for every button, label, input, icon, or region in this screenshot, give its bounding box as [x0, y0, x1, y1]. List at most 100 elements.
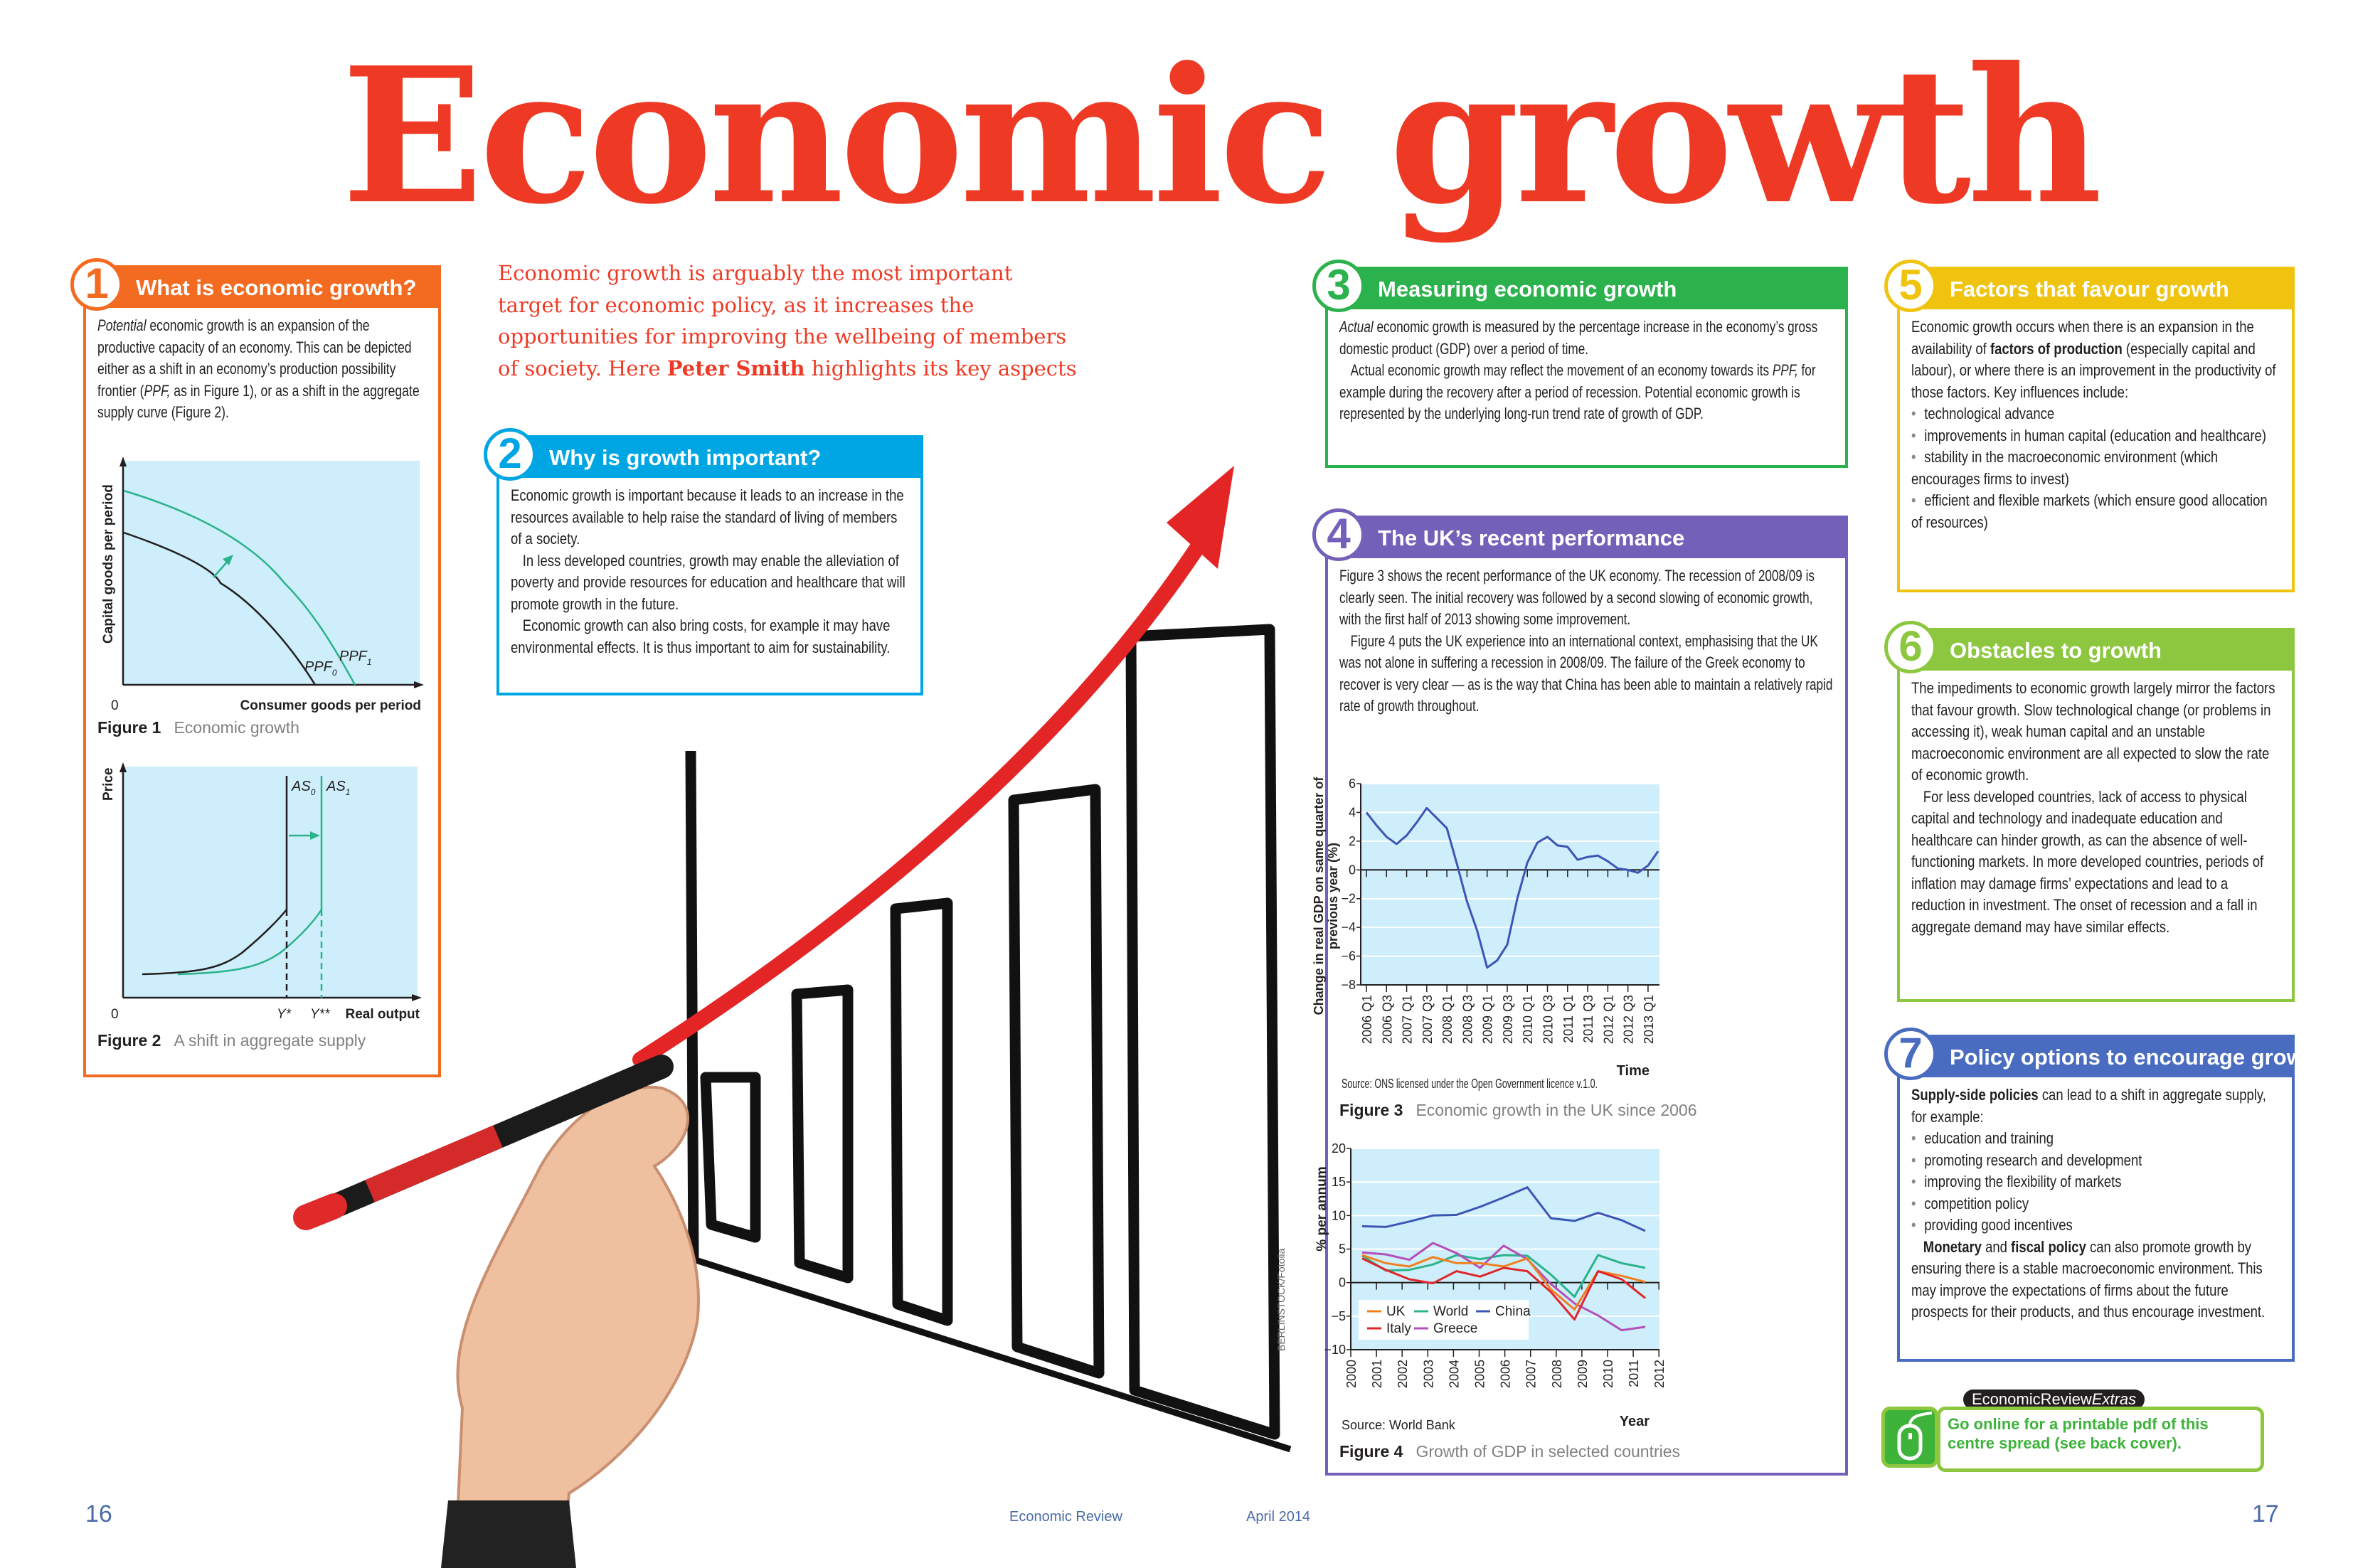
section-title: What is economic growth?: [136, 275, 417, 300]
section-header: Why is growth important?: [499, 438, 920, 478]
section-box-7: 7 Policy options to encourage growth Suppl…: [1884, 1028, 2325, 1362]
section-title: Obstacles to growth: [1950, 638, 2162, 663]
marker-cap: [293, 1193, 347, 1230]
section-body: Economic growth is important because it …: [499, 478, 920, 664]
section-header: The UK’s recent performance: [1328, 518, 1845, 558]
section-box-5: 5 Factors that favour growth Economic grow…: [1884, 260, 2295, 592]
bullet-item: • promoting research and development: [1911, 1151, 2142, 1169]
bullet-item: • improving the flexibility of markets: [1911, 1173, 2122, 1190]
bullet-icon: •: [1911, 426, 1916, 444]
drawn-bar: [700, 1072, 761, 1243]
paragraph: Economic growth occurs when there is an …: [1911, 318, 2276, 401]
section-text: Supply-side policies can lead to a shift…: [1911, 1084, 2282, 1323]
paragraph: Economic growth is important because it …: [511, 486, 904, 548]
section-body: Supply-side policies can lead to a shift…: [1900, 1077, 2292, 1329]
paragraph: Actual economic growth is measured by th…: [1339, 318, 1818, 358]
hand-drawing: [293, 1055, 700, 1568]
section-box-6: 6 Obstacles to growth The impediments to e…: [1884, 621, 2295, 1002]
shirt-cuff: [441, 1500, 576, 1568]
section-number-badge: 6: [1884, 621, 1937, 673]
section-body: Figure 3 shows the recent performance of…: [1328, 558, 1845, 723]
section-body: The impediments to economic growth large…: [1900, 671, 2292, 944]
paragraph: Economic growth can also bring costs, fo…: [511, 617, 891, 656]
bar-chart-drawing: [685, 624, 1292, 1453]
bullet-icon: •: [1911, 1151, 1916, 1169]
page-number-left: 16: [85, 1500, 112, 1527]
bullet-icon: •: [1911, 1194, 1916, 1212]
section-number-badge: 7: [1884, 1028, 1937, 1080]
section-header: Measuring economic growth: [1328, 270, 1845, 309]
online-extras-link[interactable]: Go online for a printable pdf of this ce…: [1937, 1407, 2264, 1472]
section-text: Economic growth occurs when there is an …: [1911, 316, 2282, 533]
figure-4-caption: Figure 4 Growth of GDP in selected countr…: [1339, 1442, 1681, 1461]
section-header: Obstacles to growth: [1900, 631, 2292, 671]
figure-1-caption: Figure 1 Economic growth: [97, 718, 299, 737]
drawn-axis: [685, 750, 699, 1260]
magazine-name: Economic Review: [1009, 1509, 1122, 1525]
section-number-badge: 1: [70, 258, 123, 311]
section-text: Figure 3 shows the recent performance of…: [1339, 565, 1835, 718]
paragraph: The impediments to economic growth large…: [1911, 679, 2275, 784]
hand: [453, 1085, 700, 1568]
section-body: Potential economic growth is an expansio…: [86, 308, 438, 430]
paragraph: Supply-side policies can lead to a shift…: [1911, 1086, 2266, 1126]
section-text: Potential economic growth is an expansio…: [97, 315, 428, 424]
section-title: The UK’s recent performance: [1378, 526, 1685, 550]
growth-arrow: [632, 533, 1210, 1067]
author-name: Peter Smith: [666, 356, 805, 380]
section-header: Factors that favour growth: [1900, 270, 2292, 309]
section-box-1: 1 What is economic growth? Potential econo…: [70, 258, 441, 1077]
paragraph: Actual economic growth may reflect the m…: [1339, 361, 1816, 422]
bullet-icon: •: [1911, 1173, 1916, 1190]
bullet-item: • stability in the macroeconomic environm…: [1911, 448, 2219, 488]
section-box-3: 3 Measuring economic growth Actual economi…: [1312, 260, 1848, 468]
figure-3-y-axis-label: Change in real GDP on same quarter of pr…: [1312, 777, 1340, 1015]
bullet-item: • efficient and flexible markets (which e…: [1911, 491, 2268, 531]
section-box-2: 2 Why is growth important? Economic growth…: [484, 428, 923, 695]
bullet-item: • improvements in human capital (educatio…: [1911, 426, 2266, 444]
drawn-bar: [1125, 624, 1280, 1440]
section-title: Measuring economic growth: [1378, 277, 1677, 302]
paragraph: In less developed countries, growth may …: [511, 551, 905, 613]
drawn-bar: [791, 984, 854, 1284]
bullet-item: • competition policy: [1911, 1194, 2029, 1212]
section-number-badge: 4: [1312, 508, 1365, 561]
marker-red-band: [365, 1125, 503, 1202]
bullet-item: • education and training: [1911, 1129, 2054, 1147]
drawn-bar: [1008, 784, 1105, 1379]
bullet-icon: •: [1911, 405, 1916, 422]
section-number-badge: 5: [1884, 260, 1937, 312]
section-title: Factors that favour growth: [1950, 277, 2229, 302]
page-title: Economic growth: [341, 26, 2103, 245]
page-number-right: 17: [2252, 1500, 2279, 1527]
bullet-icon: •: [1911, 1129, 1916, 1147]
bullet-item: • technological advance: [1911, 405, 2055, 422]
bullet-icon: •: [1911, 491, 1916, 509]
drawn-baseline: [692, 1256, 1292, 1453]
economic-review-extras-badge: EconomicReviewExtras: [1963, 1390, 2145, 1409]
drawn-bar: [890, 897, 953, 1326]
computer-mouse-icon: [1881, 1407, 1938, 1468]
photo-credit: BERLINSTOCK/Fotolia: [1275, 1248, 1287, 1351]
section-header: Policy options to encourage growth: [1900, 1038, 2325, 1077]
section-header: What is economic growth?: [86, 268, 438, 308]
section-text: Actual economic growth is measured by th…: [1339, 316, 1835, 425]
figure-3-caption: Figure 3 Economic growth in the UK since …: [1339, 1101, 1697, 1119]
section-title: Policy options to encourage growth: [1950, 1045, 2325, 1070]
paragraph: Figure 4 puts the UK experience into an …: [1339, 631, 1833, 715]
section-title: Why is growth important?: [549, 445, 822, 470]
section-text: Economic growth is important because it …: [511, 485, 910, 658]
section-text: The impediments to economic growth large…: [1911, 678, 2282, 938]
bullet-icon: •: [1911, 448, 1916, 466]
growth-arrowhead: [1167, 466, 1234, 569]
paragraph: Potential economic growth is an expansio…: [97, 316, 420, 421]
paragraph: Monetary and fiscal policy can also prom…: [1911, 1237, 2266, 1321]
section-body: Economic growth occurs when there is an …: [1900, 309, 2292, 539]
standfirst: Economic growth is arguably the most imp…: [498, 261, 1077, 380]
section-number-badge: 3: [1312, 260, 1365, 312]
section-box-4: 4 The UK’s recent performance Figure 3 sho…: [1312, 508, 1848, 1476]
bullet-icon: •: [1911, 1216, 1916, 1234]
section-number-badge: 2: [484, 428, 536, 481]
